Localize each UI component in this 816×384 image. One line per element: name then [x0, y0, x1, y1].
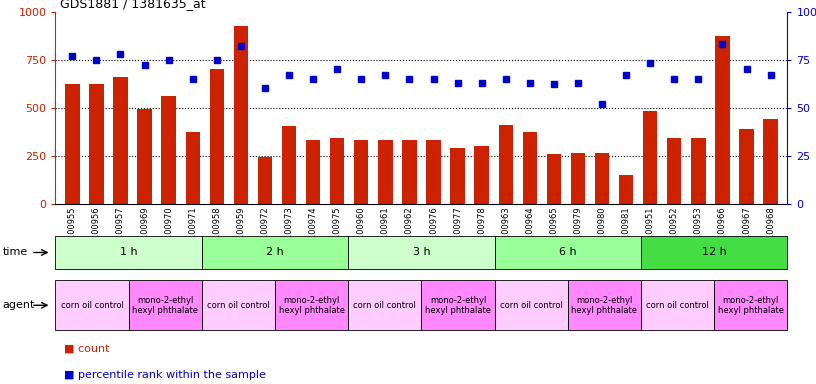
Bar	[55, 236, 202, 269]
Bar	[258, 157, 273, 204]
Bar	[691, 138, 706, 204]
Bar	[643, 111, 658, 204]
Bar	[547, 154, 561, 204]
Text: corn oil control: corn oil control	[646, 301, 709, 310]
Bar	[426, 140, 441, 204]
Bar	[233, 26, 248, 204]
Bar	[619, 175, 633, 204]
Bar	[402, 140, 417, 204]
Bar	[595, 152, 610, 204]
Bar	[494, 236, 641, 269]
Text: mono-2-ethyl
hexyl phthalate: mono-2-ethyl hexyl phthalate	[132, 296, 198, 315]
Text: 6 h: 6 h	[559, 247, 577, 258]
Text: corn oil control: corn oil control	[60, 301, 123, 310]
Bar	[641, 280, 714, 330]
Bar	[210, 69, 224, 204]
Bar	[494, 280, 568, 330]
Text: ■ percentile rank within the sample: ■ percentile rank within the sample	[64, 370, 265, 380]
Bar	[522, 132, 537, 204]
Bar	[641, 236, 787, 269]
Bar	[65, 84, 80, 204]
Bar	[450, 148, 465, 204]
Bar	[202, 280, 275, 330]
Text: 12 h: 12 h	[702, 247, 726, 258]
Bar	[129, 280, 202, 330]
Text: GDS1881 / 1381635_at: GDS1881 / 1381635_at	[60, 0, 205, 10]
Text: corn oil control: corn oil control	[500, 301, 563, 310]
Bar	[55, 280, 129, 330]
Bar	[421, 280, 494, 330]
Bar	[667, 138, 681, 204]
Bar	[474, 146, 489, 204]
Text: 1 h: 1 h	[120, 247, 137, 258]
Bar	[715, 36, 730, 204]
Text: mono-2-ethyl
hexyl phthalate: mono-2-ethyl hexyl phthalate	[425, 296, 491, 315]
Text: mono-2-ethyl
hexyl phthalate: mono-2-ethyl hexyl phthalate	[571, 296, 637, 315]
Bar	[306, 140, 321, 204]
Bar	[348, 280, 421, 330]
Text: corn oil control: corn oil control	[353, 301, 416, 310]
Bar	[348, 236, 494, 269]
Bar	[499, 125, 513, 204]
Bar	[354, 140, 369, 204]
Bar	[568, 280, 641, 330]
Bar	[330, 138, 344, 204]
Bar	[378, 140, 392, 204]
Bar	[570, 152, 585, 204]
Text: 2 h: 2 h	[266, 247, 284, 258]
Text: 3 h: 3 h	[413, 247, 430, 258]
Text: time: time	[2, 247, 28, 258]
Text: mono-2-ethyl
hexyl phthalate: mono-2-ethyl hexyl phthalate	[718, 296, 784, 315]
Bar	[185, 131, 200, 204]
Text: agent: agent	[2, 300, 35, 310]
Bar	[714, 280, 787, 330]
Bar	[739, 129, 754, 204]
Bar	[282, 126, 296, 204]
Bar	[162, 96, 176, 204]
Bar	[113, 77, 128, 204]
Text: ■ count: ■ count	[64, 343, 109, 353]
Bar	[89, 84, 104, 204]
Bar	[202, 236, 348, 269]
Bar	[275, 280, 348, 330]
Text: mono-2-ethyl
hexyl phthalate: mono-2-ethyl hexyl phthalate	[279, 296, 344, 315]
Text: corn oil control: corn oil control	[207, 301, 270, 310]
Bar	[137, 109, 152, 204]
Bar	[763, 119, 778, 204]
